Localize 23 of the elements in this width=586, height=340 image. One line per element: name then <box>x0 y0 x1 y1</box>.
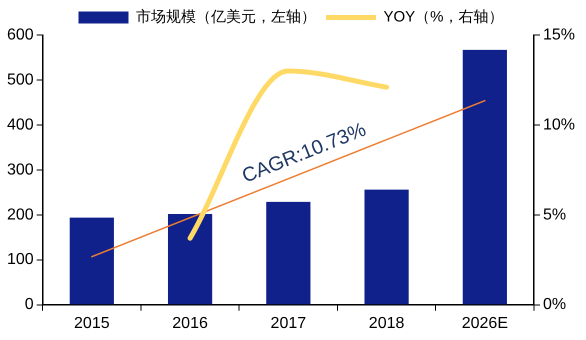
y-tick-label: 500 <box>6 71 34 88</box>
x-tick-label: 2017 <box>270 314 306 332</box>
legend-label: 市场规模（亿美元，左轴） <box>136 8 316 26</box>
y2-tick-label: 10% <box>542 116 576 134</box>
x-tick-label: 2016 <box>172 314 208 332</box>
bar <box>462 50 507 304</box>
y2-tick-label: 0% <box>542 296 566 314</box>
y2-tick-label: 5% <box>542 206 566 224</box>
x-tick-label: 2026E <box>462 314 508 332</box>
bar <box>70 218 114 304</box>
x-tick-label: 2018 <box>368 314 404 332</box>
y-tick-label: 300 <box>6 161 34 178</box>
y-tick-label: 100 <box>6 251 34 268</box>
y-tick-label: 600 <box>6 26 34 44</box>
bar <box>266 202 310 304</box>
x-tick-label: 2015 <box>74 314 110 332</box>
bar <box>168 214 212 304</box>
legend-label: YOY（%，右轴） <box>383 8 504 26</box>
bar <box>364 190 409 304</box>
y-tick-label: 400 <box>6 116 34 134</box>
y-tick-label: 200 <box>6 206 34 224</box>
y-tick-label: 0 <box>24 296 34 314</box>
y2-tick-label: 15% <box>542 26 576 44</box>
